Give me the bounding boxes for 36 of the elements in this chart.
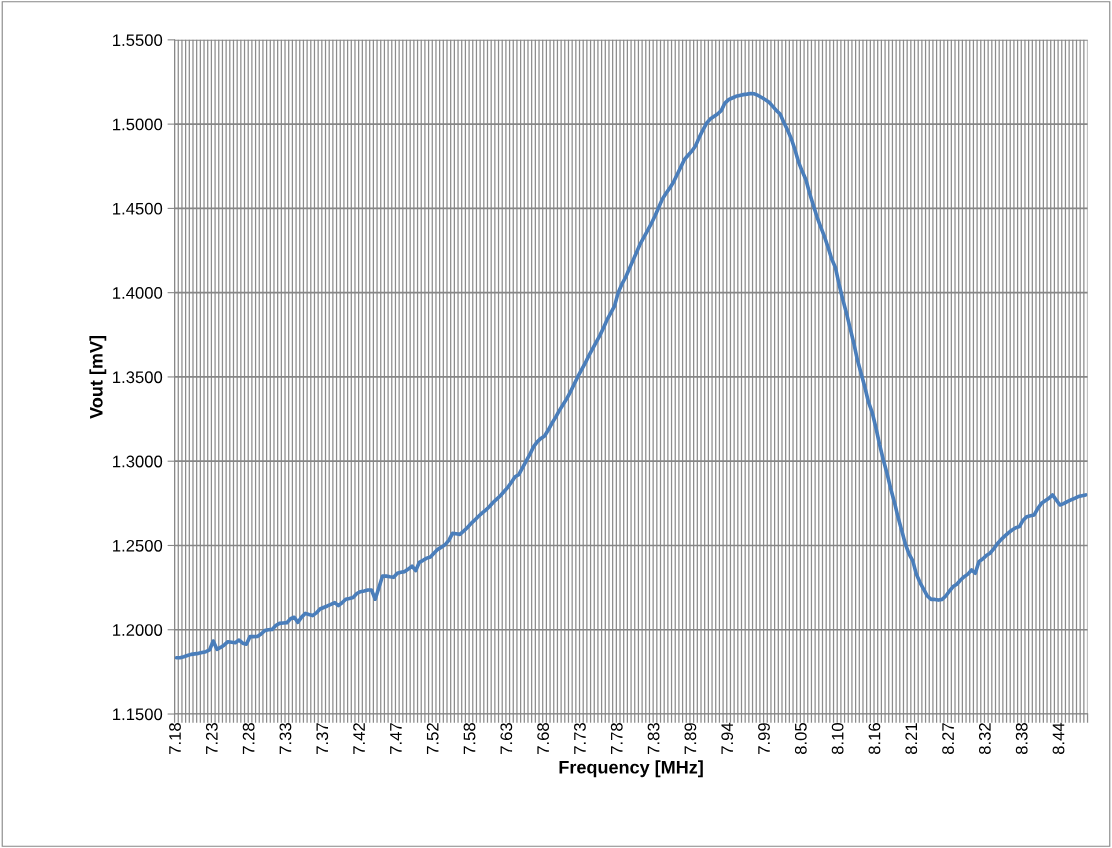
x-tick-label: 7.18: [169, 723, 181, 754]
y-tick-label: 1.5500: [113, 34, 163, 47]
y-axis-title: Vout [mV]: [89, 335, 107, 419]
y-tick-label: 1.3000: [113, 455, 163, 468]
y-tick-label: 1.4000: [113, 287, 163, 299]
x-tick-label: 8.44: [1052, 722, 1065, 755]
y-tick-label: 1.2500: [113, 539, 163, 552]
x-tick-label: 7.83: [647, 723, 660, 754]
x-tick-label: 7.28: [242, 723, 255, 754]
x-tick-label: 8.05: [794, 723, 807, 755]
y-tick-label: 1.5000: [113, 118, 163, 131]
x-tick-label: 7.78: [610, 723, 623, 754]
x-tick-label: 7.23: [205, 723, 218, 754]
x-tick-label: 8.38: [1015, 723, 1028, 755]
x-axis-title: Frequency [MHz]: [559, 760, 703, 778]
x-tick-label: 7.47: [390, 723, 402, 754]
x-tick-label: 7.58: [463, 723, 476, 754]
x-tick-label: 7.63: [500, 723, 513, 754]
y-tick-label: 1.3500: [113, 371, 163, 384]
x-tick-label: 8.32: [978, 723, 991, 755]
y-tick-label: 1.2000: [113, 624, 163, 636]
x-tick-label: 7.37: [316, 723, 329, 754]
x-tick-label: 7.73: [574, 723, 586, 754]
x-tick-label: 7.52: [426, 723, 439, 754]
x-tick-label: 8.27: [942, 723, 954, 755]
y-tick-label: 1.4500: [113, 202, 163, 215]
y-tick-label: 1.1500: [113, 708, 163, 721]
x-tick-label: 7.89: [684, 723, 697, 754]
x-tick-label: 7.42: [353, 723, 365, 754]
x-tick-label: 7.99: [758, 723, 770, 754]
x-tick-label: 7.68: [537, 723, 550, 754]
x-tick-label: 7.33: [279, 723, 292, 754]
x-tick-label: 8.10: [831, 723, 844, 755]
x-tick-label: 7.94: [721, 722, 734, 754]
x-tick-label: 8.21: [905, 723, 918, 755]
x-tick-label: 8.16: [868, 723, 881, 755]
